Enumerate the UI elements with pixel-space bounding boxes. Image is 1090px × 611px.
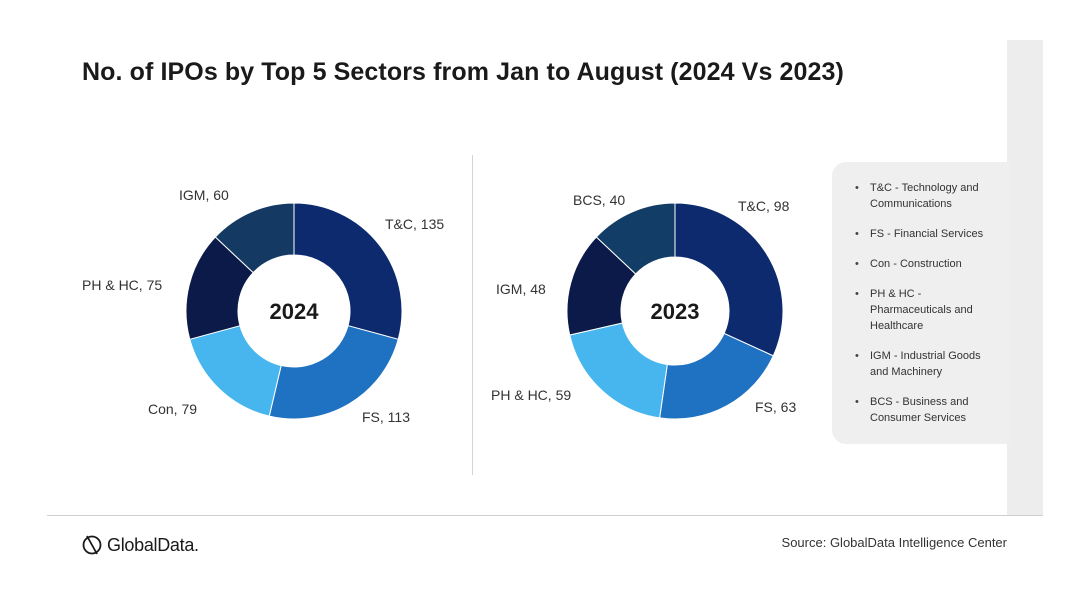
- data-label-2023-igm: IGM, 48: [496, 281, 546, 297]
- brand-logo[interactable]: GlobalData.: [81, 532, 199, 558]
- legend-item: T&C - Technology and Communications: [852, 180, 1000, 212]
- slice-2024-con[interactable]: [189, 325, 282, 417]
- slice-2024-igm[interactable]: [214, 202, 295, 274]
- source-note: Source: GlobalData Intelligence Center: [781, 535, 1007, 550]
- legend-item: PH & HC - Pharmaceuticals and Healthcare: [852, 286, 1000, 334]
- globaldata-logo-icon: [82, 535, 102, 555]
- donut-center-label-2024: 2024: [270, 299, 320, 324]
- chart-divider: [472, 155, 473, 475]
- data-label-2023-bcs: BCS, 40: [573, 192, 625, 208]
- data-label-2024-con: Con, 79: [148, 401, 197, 417]
- legend-item: FS - Financial Services: [852, 226, 1000, 242]
- data-label-2024-t-c: T&C, 135: [385, 216, 444, 232]
- data-label-2024-fs: FS, 113: [362, 409, 410, 425]
- slice-2024-t-c[interactable]: [293, 202, 403, 340]
- donut-chart-2024: T&C, 135 FS, 113 Con, 79 PH & HC, 75 IGM, 60…: [82, 187, 444, 425]
- legend-panel: T&C - Technology and Communications FS -…: [832, 162, 1010, 444]
- slice-2023-fs[interactable]: [659, 332, 774, 420]
- legend-item: IGM - Industrial Goods and Machinery: [852, 348, 1000, 380]
- data-label-2024-ph-hc: PH & HC, 75: [82, 277, 162, 293]
- slice-2023-bcs[interactable]: [595, 202, 676, 275]
- footer-divider: [47, 515, 1043, 516]
- chart-title: No. of IPOs by Top 5 Sectors from Jan to…: [82, 58, 844, 86]
- side-panel-background: [1007, 40, 1043, 516]
- slice-2023-ph-hc[interactable]: [569, 322, 668, 419]
- donut-chart-2023: T&C, 98 FS, 63 PH & HC, 59 IGM, 48 BCS, 40 20…: [491, 192, 796, 420]
- legend-item: Con - Construction: [852, 256, 1000, 272]
- data-label-2023-ph-hc: PH & HC, 59: [491, 387, 571, 403]
- data-label-2023-fs: FS, 63: [755, 399, 796, 415]
- slice-2024-fs[interactable]: [268, 325, 399, 420]
- donut-center-label-2023: 2023: [651, 299, 700, 324]
- data-label-2024-igm: IGM, 60: [179, 187, 229, 203]
- slice-2023-t-c[interactable]: [674, 202, 784, 357]
- brand-name: GlobalData.: [107, 534, 199, 555]
- data-label-2023-t-c: T&C, 98: [738, 198, 790, 214]
- legend-list: T&C - Technology and Communications FS -…: [832, 162, 1010, 426]
- legend-item: BCS - Business and Consumer Services: [852, 394, 1000, 426]
